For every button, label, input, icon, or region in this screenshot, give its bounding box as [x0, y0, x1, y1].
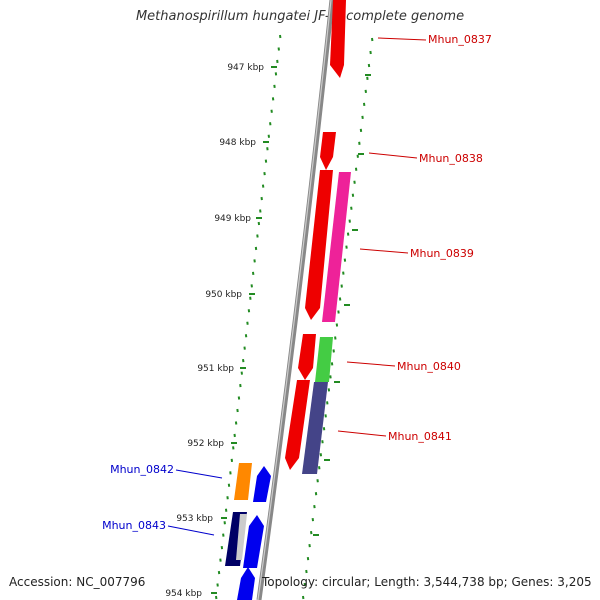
gene-mhun-0839-red	[305, 170, 333, 320]
gene-label: Mhun_0839	[410, 247, 474, 260]
tick-label: 952 kbp	[187, 439, 224, 449]
gene-label: Mhun_0840	[397, 360, 461, 373]
gene-mhun-0840-green	[315, 337, 333, 382]
gene-mhun-0843-highlight	[236, 514, 247, 560]
gene-callout-line	[377, 37, 427, 41]
tick-label: 951 kbp	[197, 364, 234, 374]
tick-label: 950 kbp	[205, 290, 242, 300]
tick-label: 953 kbp	[176, 514, 213, 524]
gene-mhun-0843-blue	[243, 515, 264, 568]
gene-label: Mhun_0843	[102, 519, 166, 532]
tick-label: 954 kbp	[165, 589, 202, 599]
gene-callout-line	[368, 152, 418, 159]
genome-summary-label: Topology: circular; Length: 3,544,738 bp…	[262, 575, 592, 589]
genome-title: Methanospirillum hungatei JF-1, complete…	[135, 9, 465, 24]
gene-mhun-0841-red	[285, 380, 310, 470]
tick-label: 947 kbp	[227, 63, 264, 73]
gene-mhun-0842-orange	[234, 463, 252, 500]
gene-label: Mhun_0842	[110, 463, 174, 476]
gene-bottom-fragment	[237, 567, 255, 600]
gene-mhun-0841-purple	[302, 382, 328, 474]
gene-mhun-0840-red	[298, 334, 316, 380]
gene-label: Mhun_0841	[388, 430, 452, 443]
gene-mhun-0838	[320, 132, 336, 170]
gene-mhun-0839-pink	[322, 172, 351, 322]
backbone-arc	[256, 0, 335, 600]
accession-label: Accession: NC_007796	[9, 575, 146, 589]
gene-mhun-0837	[330, 0, 346, 78]
gene-callout-line	[167, 525, 215, 536]
tick-label: 948 kbp	[219, 138, 256, 148]
gene-label: Mhun_0837	[428, 33, 492, 46]
gene-label: Mhun_0838	[419, 152, 483, 165]
gene-callout-line	[359, 248, 409, 254]
gene-mhun-0842-blue	[253, 466, 271, 502]
gene-callout-line	[175, 469, 223, 479]
backbone-highlight	[257, 0, 332, 600]
gene-callout-line	[337, 430, 387, 437]
tick-label: 949 kbp	[214, 214, 251, 224]
gene-callout-line	[346, 361, 396, 367]
